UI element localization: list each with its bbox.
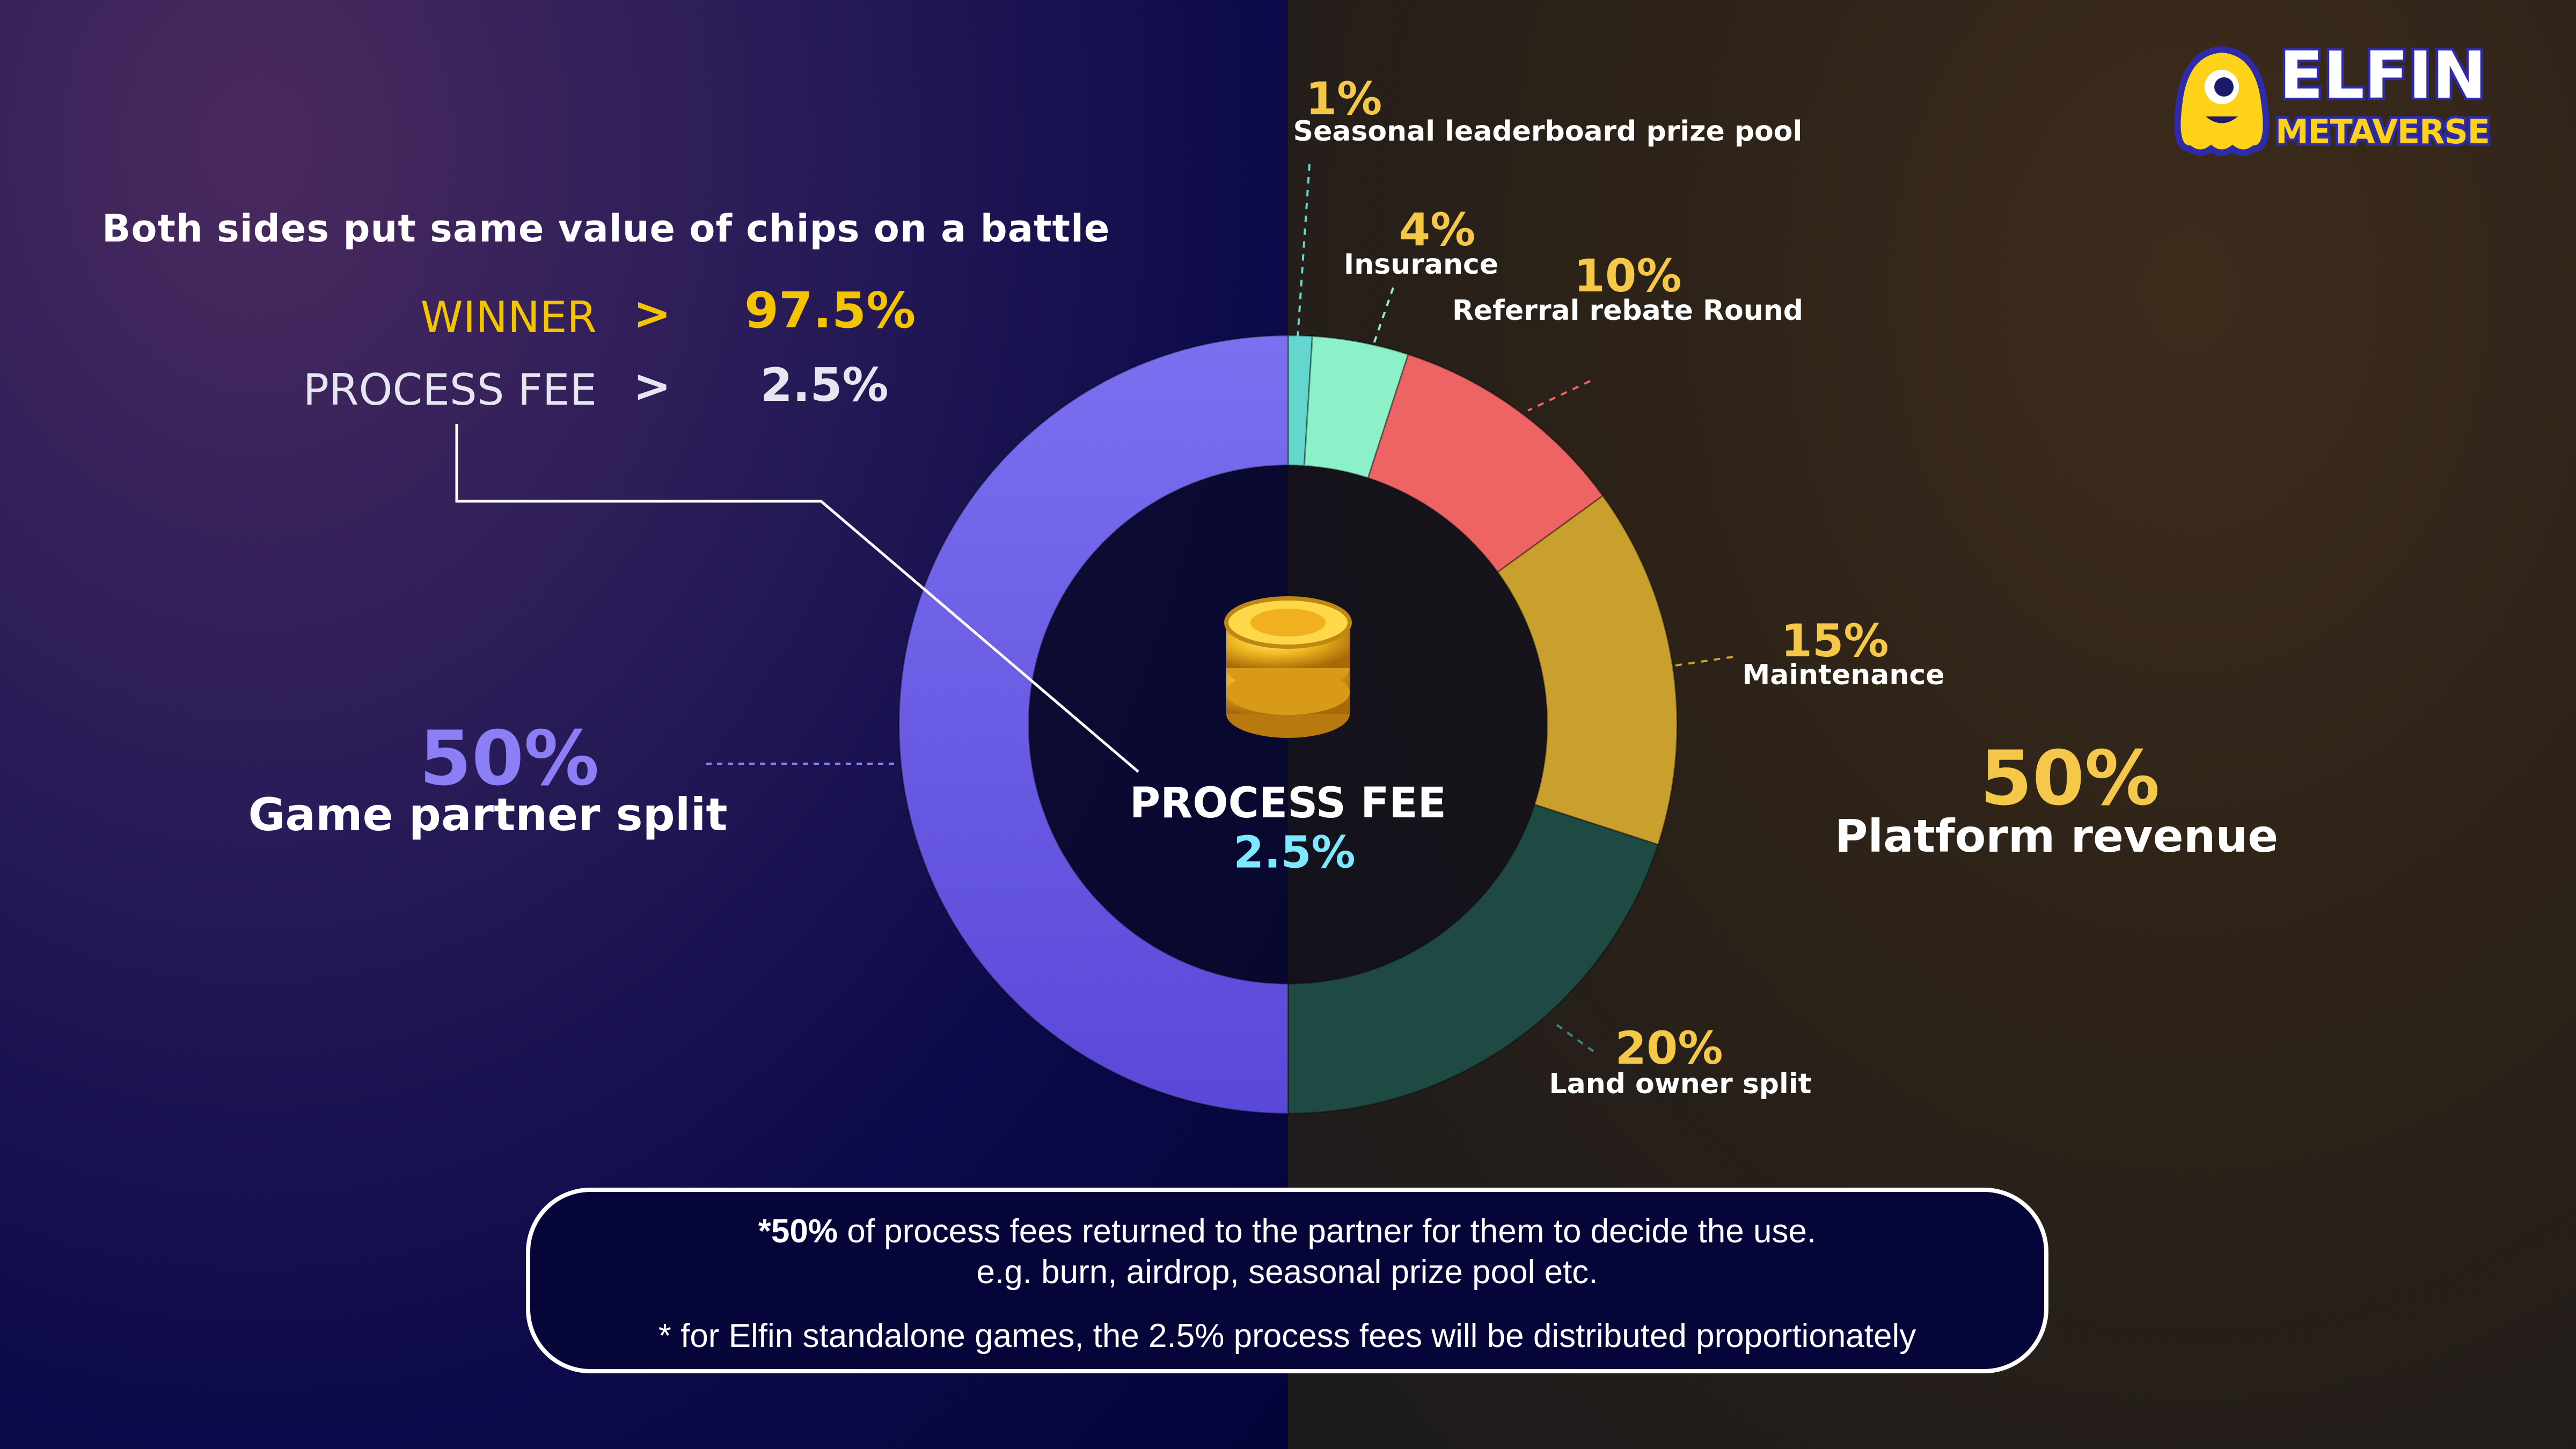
svg-text:ELFIN: ELFIN bbox=[2279, 41, 2486, 113]
winner-value: 97.5% bbox=[744, 282, 916, 339]
game-partner-label: Game partner split bbox=[248, 788, 728, 841]
headline: Both sides put same value of chips on a … bbox=[102, 207, 1110, 251]
connector-line bbox=[455, 424, 1139, 773]
insurance-pct: 4% bbox=[1399, 203, 1476, 256]
elfin-metaverse-logo: ELFIN METAVERSE bbox=[2168, 36, 2517, 159]
note-text: of process fees returned to the partner … bbox=[838, 1213, 1817, 1250]
seasonal-pct: 1% bbox=[1305, 72, 1382, 125]
insurance-label: Insurance bbox=[1343, 248, 1499, 281]
leader-line-maintenance bbox=[1675, 656, 1733, 667]
referral-pct: 10% bbox=[1574, 250, 1682, 302]
winner-label: WINNER bbox=[420, 292, 597, 342]
game-partner-pct: 50% bbox=[419, 715, 599, 803]
note-line-2: e.g. burn, airdrop, seasonal prize pool … bbox=[976, 1254, 1598, 1291]
referral-label: Referral rebate Round bbox=[1452, 295, 1803, 327]
leader-line-referral bbox=[1527, 380, 1591, 412]
note-emphasis: *50% bbox=[758, 1213, 838, 1250]
platform-revenue-pct: 50% bbox=[1980, 735, 2160, 823]
leader-line-seasonal bbox=[1297, 164, 1311, 338]
note-line-3: * for Elfin standalone games, the 2.5% p… bbox=[658, 1318, 1916, 1355]
center-label: PROCESS FEE bbox=[1130, 779, 1446, 828]
svg-text:METAVERSE: METAVERSE bbox=[2275, 112, 2490, 151]
leader-line-land-owner bbox=[1552, 1021, 1594, 1052]
notes-box: *50% of process fees returned to the par… bbox=[526, 1188, 2048, 1373]
land-owner-pct: 20% bbox=[1615, 1022, 1723, 1074]
leader-line-insurance bbox=[1372, 287, 1394, 346]
land-owner-label: Land owner split bbox=[1549, 1068, 1812, 1100]
chevron-right-icon: > bbox=[633, 360, 671, 412]
platform-revenue-label: Platform revenue bbox=[1834, 810, 2279, 862]
maintenance-pct: 15% bbox=[1781, 614, 1889, 667]
seasonal-label: Seasonal leaderboard prize pool bbox=[1293, 115, 1803, 148]
chevron-right-icon: > bbox=[633, 287, 671, 340]
process-fee-value: 2.5% bbox=[760, 358, 889, 412]
center-value: 2.5% bbox=[1233, 827, 1356, 879]
process-fee-label: PROCESS FEE bbox=[303, 365, 597, 415]
maintenance-label: Maintenance bbox=[1742, 659, 1945, 691]
coin-stack-icon bbox=[1224, 596, 1352, 738]
note-line-1: *50% of process fees returned to the par… bbox=[530, 1212, 2044, 1250]
